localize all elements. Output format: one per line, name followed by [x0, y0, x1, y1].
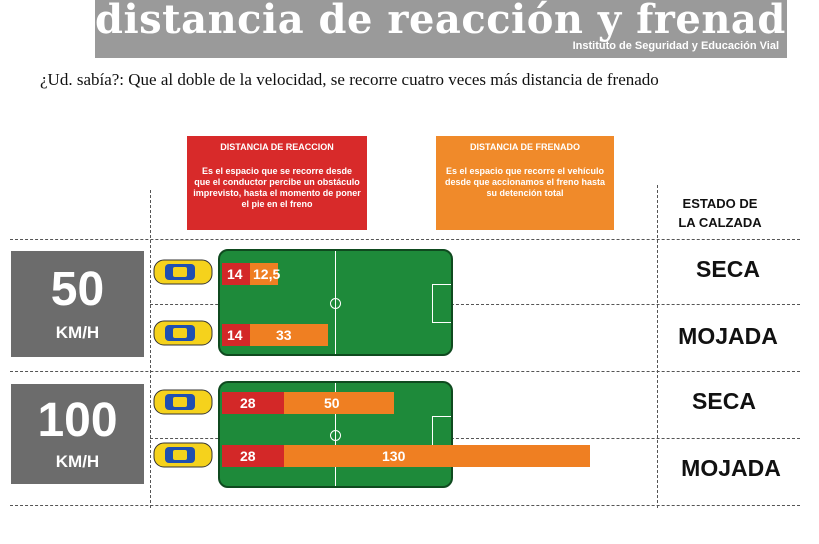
grid-line — [150, 304, 800, 305]
speed-box-100: 100 KM/H — [11, 384, 144, 484]
braking-distance-bar: 33 — [250, 324, 328, 346]
road-condition-label: SECA — [692, 388, 756, 414]
car-top-view-icon — [153, 442, 213, 468]
braking-distance-bar: 12,5 — [250, 263, 280, 285]
header-banner: distancia de reacción y frenado Institut… — [95, 0, 813, 58]
road-condition-label: MOJADA — [678, 323, 778, 349]
car-top-view-icon — [153, 320, 213, 346]
grid-divider-left — [150, 190, 151, 508]
reaction-distance-bar: 28 — [222, 392, 284, 414]
braking-definition-text: Es el espacio que recorre el vehículo de… — [444, 166, 606, 198]
braking-distance-bar: 50 — [284, 392, 394, 414]
reaction-distance-definition: DISTANCIA DE REACCION Es el espacio que … — [187, 136, 367, 230]
reaction-distance-bar: 14 — [222, 324, 250, 346]
grid-divider-right — [657, 185, 658, 508]
speed-value: 100 — [37, 394, 118, 447]
road-condition-label: MOJADA — [681, 455, 781, 481]
braking-definition-title: DISTANCIA DE FRENADO — [470, 142, 580, 152]
braking-distance-bar: 130 — [284, 445, 590, 467]
grid-line — [10, 239, 800, 240]
field-goal-area — [432, 284, 451, 323]
page-title: distancia de reacción y frenado — [95, 0, 813, 43]
braking-distance-definition: DISTANCIA DE FRENADO Es el espacio que r… — [436, 136, 614, 230]
reaction-distance-bar: 28 — [222, 445, 284, 467]
grid-line — [10, 371, 800, 372]
speed-value: 50 — [50, 263, 105, 316]
field-center-circle — [330, 298, 341, 309]
reaction-definition-title: DISTANCIA DE REACCION — [220, 142, 334, 152]
car-top-view-icon — [153, 259, 213, 285]
speed-unit: KM/H — [55, 323, 100, 342]
speed-unit: KM/H — [55, 452, 100, 471]
reaction-definition-text: Es el espacio que se recorre desde que e… — [193, 166, 361, 209]
field-center-circle — [330, 430, 341, 441]
reaction-distance-bar: 14 — [222, 263, 250, 285]
speed-box-50: 50 KM/H — [11, 251, 144, 357]
organization-name: Instituto de Seguridad y Educación Vial — [572, 40, 779, 52]
grid-line — [150, 438, 800, 439]
grid-line — [10, 505, 800, 506]
road-condition-header-line1: ESTADO DE — [682, 196, 758, 211]
road-condition-header: ESTADO DE LA CALZADA — [660, 194, 780, 232]
car-top-view-icon — [153, 389, 213, 415]
fact-question: ¿Ud. sabía?: Que al doble de la velocida… — [40, 70, 659, 89]
road-condition-header-line2: LA CALZADA — [678, 215, 762, 230]
road-condition-label: SECA — [696, 256, 760, 282]
